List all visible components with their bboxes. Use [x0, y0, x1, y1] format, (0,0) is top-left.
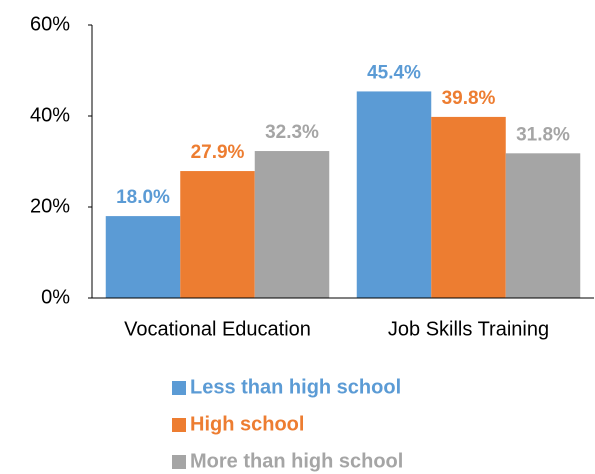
x-tick-label: Vocational Education [124, 318, 311, 340]
data-label: 45.4% [367, 62, 421, 83]
y-tick-label: 20% [30, 195, 70, 217]
data-label: 31.8% [516, 124, 570, 145]
legend-swatch [172, 381, 186, 395]
bar [254, 151, 330, 298]
bar [356, 91, 432, 299]
y-tick-label: 60% [30, 13, 70, 35]
data-label: 18.0% [116, 187, 170, 208]
legend-label: More than high school [190, 450, 403, 472]
bar [431, 116, 506, 298]
bar [505, 153, 581, 298]
bar [180, 171, 255, 298]
x-tick-label: Job Skills Training [388, 318, 549, 340]
legend-label: High school [190, 413, 304, 435]
y-tick-label: 0% [41, 286, 70, 308]
y-tick-label: 40% [30, 104, 70, 126]
legend-label: Less than high school [190, 376, 401, 398]
data-label: 27.9% [191, 142, 245, 163]
legend-swatch [172, 418, 186, 432]
legend-swatch [172, 455, 186, 469]
data-label: 32.3% [265, 122, 319, 143]
bar [105, 216, 181, 298]
data-label: 39.8% [442, 88, 496, 109]
